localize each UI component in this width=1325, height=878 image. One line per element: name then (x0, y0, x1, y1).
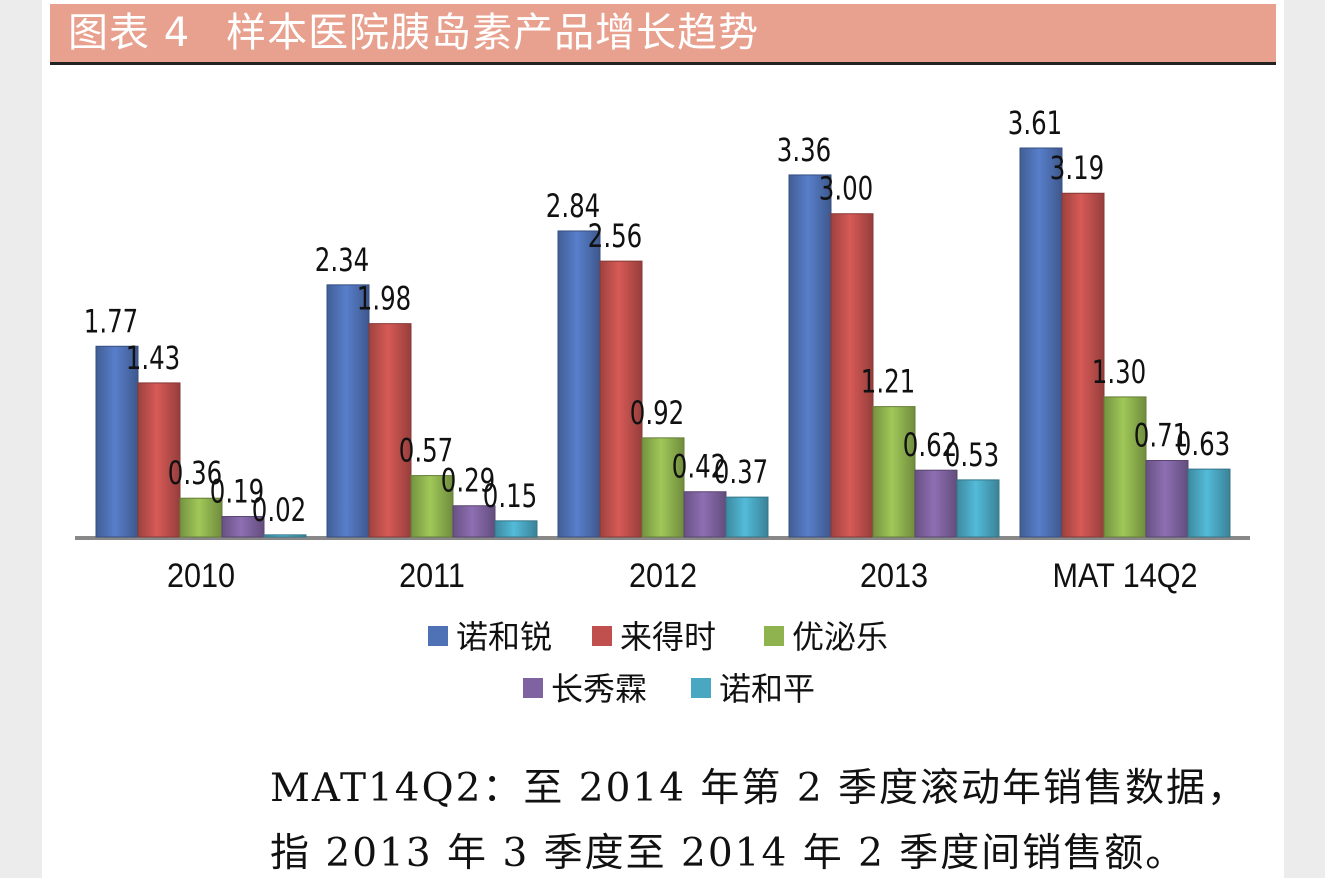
bar-3-4 (956, 479, 1000, 538)
data-label-1-4: 0.15 (483, 478, 537, 516)
data-label-0-0: 1.77 (84, 303, 138, 341)
data-label-1-1: 1.98 (357, 281, 411, 319)
data-label-3-4: 0.53 (945, 437, 999, 475)
figure-number: 图表 4 (68, 10, 191, 56)
figure-title: 图表 4 样本医院胰岛素产品增长趋势 (68, 6, 759, 60)
data-label-1-3: 0.29 (441, 463, 495, 501)
legend-label-1: 来得时 (620, 618, 716, 656)
data-label-0-2: 0.36 (168, 455, 222, 493)
data-label-4-0: 3.61 (1008, 105, 1062, 143)
bar-1-4 (494, 520, 538, 538)
bar-3-3 (914, 469, 958, 538)
data-label-4-1: 3.19 (1050, 150, 1104, 188)
bar-1-0 (326, 284, 370, 538)
data-label-0-1: 1.43 (126, 340, 180, 378)
data-label-1-2: 0.57 (399, 432, 453, 470)
legend-swatch-4 (691, 678, 711, 698)
figure-title-bar: 图表 4 样本医院胰岛素产品增长趋势 (50, 4, 1276, 65)
data-label-2-3: 0.42 (672, 449, 726, 487)
bar-0-3 (221, 516, 265, 538)
legend-label-2: 优泌乐 (792, 618, 888, 656)
bar-0-1 (137, 382, 181, 538)
bar-1-3 (452, 505, 496, 538)
bar-chart: 1.771.43 0.360.190.02 2010 2.341.98 0.570.29… (75, 105, 1250, 708)
x-tick-label-0: 2010 (167, 557, 235, 595)
bar-3-1 (830, 213, 874, 538)
footnote-line-1: MAT14Q2：至 2014 年第 2 季度滚动年销售数据， (270, 766, 1249, 811)
x-tick-label-3: 2013 (860, 557, 928, 595)
footnote-line-2: 指 2013 年 3 季度至 2014 年 2 季度间销售额。 (270, 831, 1187, 876)
bar-2-1 (599, 260, 643, 538)
bar-0-2 (179, 497, 223, 538)
bar-0-0 (95, 345, 139, 538)
data-label-2-0: 2.84 (546, 188, 600, 226)
bar-2-3 (683, 491, 727, 538)
legend-swatch-0 (428, 626, 448, 646)
legend-swatch-3 (523, 678, 543, 698)
bar-4-4 (1187, 468, 1231, 538)
data-label-2-1: 2.56 (588, 218, 642, 256)
x-tick-label-2: 2012 (629, 557, 697, 595)
bar-4-0 (1019, 147, 1063, 538)
bar-0-4 (263, 534, 307, 538)
data-label-1-0: 2.34 (315, 242, 369, 280)
legend-label-3: 长秀霖 (551, 670, 647, 708)
bar-2-0 (557, 230, 601, 538)
data-label-2-2: 0.92 (630, 395, 684, 433)
bar-1-1 (368, 323, 412, 538)
data-label-4-4: 0.63 (1176, 426, 1230, 464)
x-tick-label-1: 2011 (399, 557, 465, 595)
legend-swatch-1 (592, 626, 612, 646)
figure-title-text: 样本医院胰岛素产品增长趋势 (226, 10, 760, 56)
bar-2-2 (641, 437, 685, 538)
legend-label-0: 诺和锐 (456, 618, 552, 656)
x-tick-label-4: MAT 14Q2 (1052, 557, 1197, 595)
data-label-3-1: 3.00 (819, 171, 873, 209)
data-label-4-3: 0.71 (1134, 417, 1188, 455)
bar-3-0 (788, 174, 832, 538)
data-label-2-4: 0.37 (714, 454, 768, 492)
data-label-4-2: 1.30 (1092, 354, 1146, 392)
data-label-3-0: 3.36 (777, 132, 831, 170)
legend-label-4: 诺和平 (719, 670, 815, 708)
bar-2-4 (725, 496, 769, 538)
data-label-3-3: 0.62 (903, 427, 957, 465)
bar-4-1 (1061, 192, 1105, 538)
legend-swatch-2 (764, 626, 784, 646)
data-label-3-2: 1.21 (861, 364, 915, 402)
data-label-0-3: 0.19 (210, 473, 264, 511)
bar-4-3 (1145, 459, 1189, 538)
data-label-0-4: 0.02 (252, 492, 306, 530)
